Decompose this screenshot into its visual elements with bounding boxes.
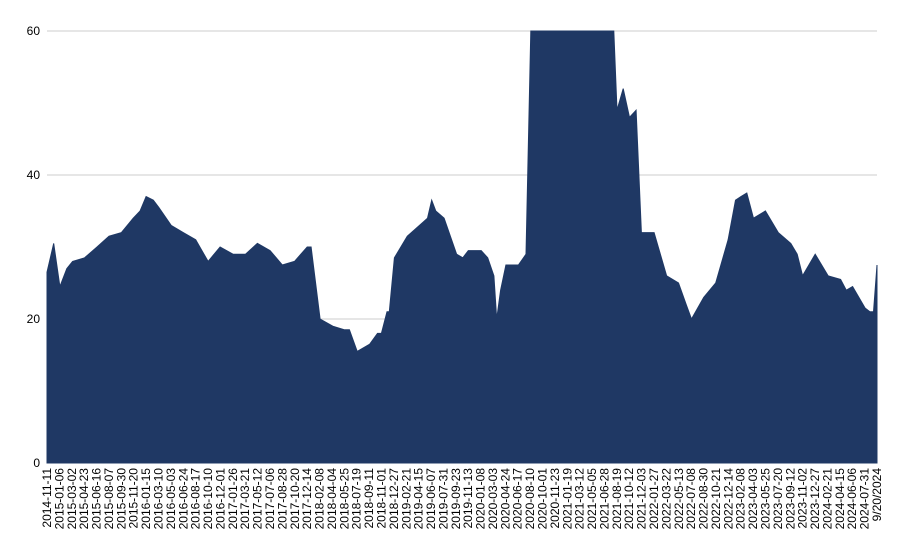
- area-series-fill: [46, 30, 878, 464]
- x-tick-label: 2016-12-01: [213, 468, 227, 530]
- x-tick-label: 2024-04-15: [833, 468, 847, 530]
- x-tick-label: 2019-02-21: [399, 468, 413, 530]
- x-tick-label: 9/20/2024: [870, 468, 884, 522]
- x-tick-label: 2020-01-08: [474, 468, 488, 530]
- x-tick-label: 2021-01-19: [560, 468, 574, 530]
- x-tick-label: 2016-01-15: [139, 468, 153, 530]
- x-tick-label: 2022-07-08: [684, 468, 698, 530]
- x-tick-label: 2024-06-06: [845, 468, 859, 530]
- x-tick-label: 2019-04-15: [412, 468, 426, 530]
- x-tick-label: 2022-03-22: [659, 468, 673, 530]
- x-tick-label: 2020-08-10: [523, 468, 537, 530]
- x-tick-label: 2022-08-30: [697, 468, 711, 530]
- x-tick-label: 2022-10-21: [709, 468, 723, 530]
- x-axis-tick-labels: 2014-11-112015-01-062015-03-022015-04-23…: [40, 468, 884, 530]
- x-tick-label: 2023-11-02: [796, 468, 810, 529]
- x-tick-label: 2018-04-04: [325, 468, 339, 530]
- x-tick-label: 2016-05-03: [164, 468, 178, 530]
- x-tick-label: 2018-02-08: [313, 468, 327, 530]
- x-tick-label: 2020-10-01: [536, 468, 550, 530]
- x-tick-label: 2015-01-06: [52, 468, 66, 530]
- x-tick-label: 2024-07-31: [858, 468, 872, 530]
- x-tick-label: 2023-07-20: [771, 468, 785, 530]
- x-tick-label: 2023-04-03: [746, 468, 760, 530]
- x-tick-label: 2019-06-07: [424, 468, 438, 530]
- x-tick-label: 2016-08-17: [189, 468, 203, 530]
- x-tick-label: 2015-04-23: [77, 468, 91, 530]
- x-tick-label: 2016-10-10: [201, 468, 215, 530]
- x-tick-label: 2018-11-01: [374, 468, 388, 529]
- x-tick-label: 2019-11-13: [461, 468, 475, 529]
- y-tick-label: 20: [27, 312, 41, 326]
- x-tick-label: 2017-05-12: [251, 468, 265, 530]
- x-tick-label: 2015-09-30: [114, 468, 128, 530]
- x-tick-label: 2015-06-16: [90, 468, 104, 530]
- x-tick-label: 2021-05-05: [585, 468, 599, 530]
- y-tick-label: 0: [33, 456, 40, 470]
- x-tick-label: 2023-02-08: [734, 468, 748, 530]
- x-tick-label: 2018-09-11: [362, 468, 376, 529]
- x-tick-label: 2022-01-27: [647, 468, 661, 530]
- x-tick-label: 2021-10-12: [622, 468, 636, 530]
- x-tick-label: 2016-03-10: [151, 468, 165, 530]
- y-tick-label: 60: [27, 24, 41, 38]
- series-area: [46, 30, 878, 464]
- x-tick-label: 2020-04-24: [498, 468, 512, 530]
- x-tick-label: 2019-09-23: [449, 468, 463, 530]
- x-tick-label: 2023-12-27: [808, 468, 822, 530]
- x-tick-label: 2015-03-02: [65, 468, 79, 530]
- x-tick-label: 2017-10-20: [288, 468, 302, 530]
- x-tick-label: 2023-09-12: [783, 468, 797, 530]
- x-tick-label: 2024-02-21: [820, 468, 834, 530]
- y-tick-label: 40: [27, 168, 41, 182]
- x-tick-label: 2021-08-19: [610, 468, 624, 530]
- x-tick-label: 2023-05-25: [759, 468, 773, 530]
- x-tick-label: 2014-11-11: [40, 468, 54, 528]
- x-tick-label: 2019-07-31: [436, 468, 450, 530]
- x-tick-label: 2021-12-03: [635, 468, 649, 530]
- y-axis-tick-labels: 0 20 40 60: [27, 24, 41, 470]
- x-tick-label: 2017-07-06: [263, 468, 277, 530]
- x-tick-label: 2018-07-19: [350, 468, 364, 530]
- x-tick-label: 2017-08-28: [275, 468, 289, 530]
- x-tick-label: 2017-12-14: [300, 468, 314, 530]
- x-tick-label: 2015-11-20: [127, 468, 141, 529]
- x-tick-label: 2017-03-21: [238, 468, 252, 530]
- x-tick-label: 2016-06-24: [176, 468, 190, 530]
- x-tick-label: 2018-12-27: [387, 468, 401, 530]
- x-tick-label: 2020-11-23: [548, 468, 562, 529]
- x-tick-label: 2022-12-14: [721, 468, 735, 530]
- x-tick-label: 2022-05-13: [672, 468, 686, 530]
- x-tick-label: 2015-08-07: [102, 468, 116, 530]
- x-tick-label: 2017-01-26: [226, 468, 240, 530]
- x-tick-label: 2018-05-25: [337, 468, 351, 530]
- x-tick-label: 2020-03-03: [486, 468, 500, 530]
- x-tick-label: 2021-06-28: [597, 468, 611, 530]
- x-tick-label: 2021-03-12: [573, 468, 587, 530]
- x-tick-label: 2020-06-17: [511, 468, 525, 530]
